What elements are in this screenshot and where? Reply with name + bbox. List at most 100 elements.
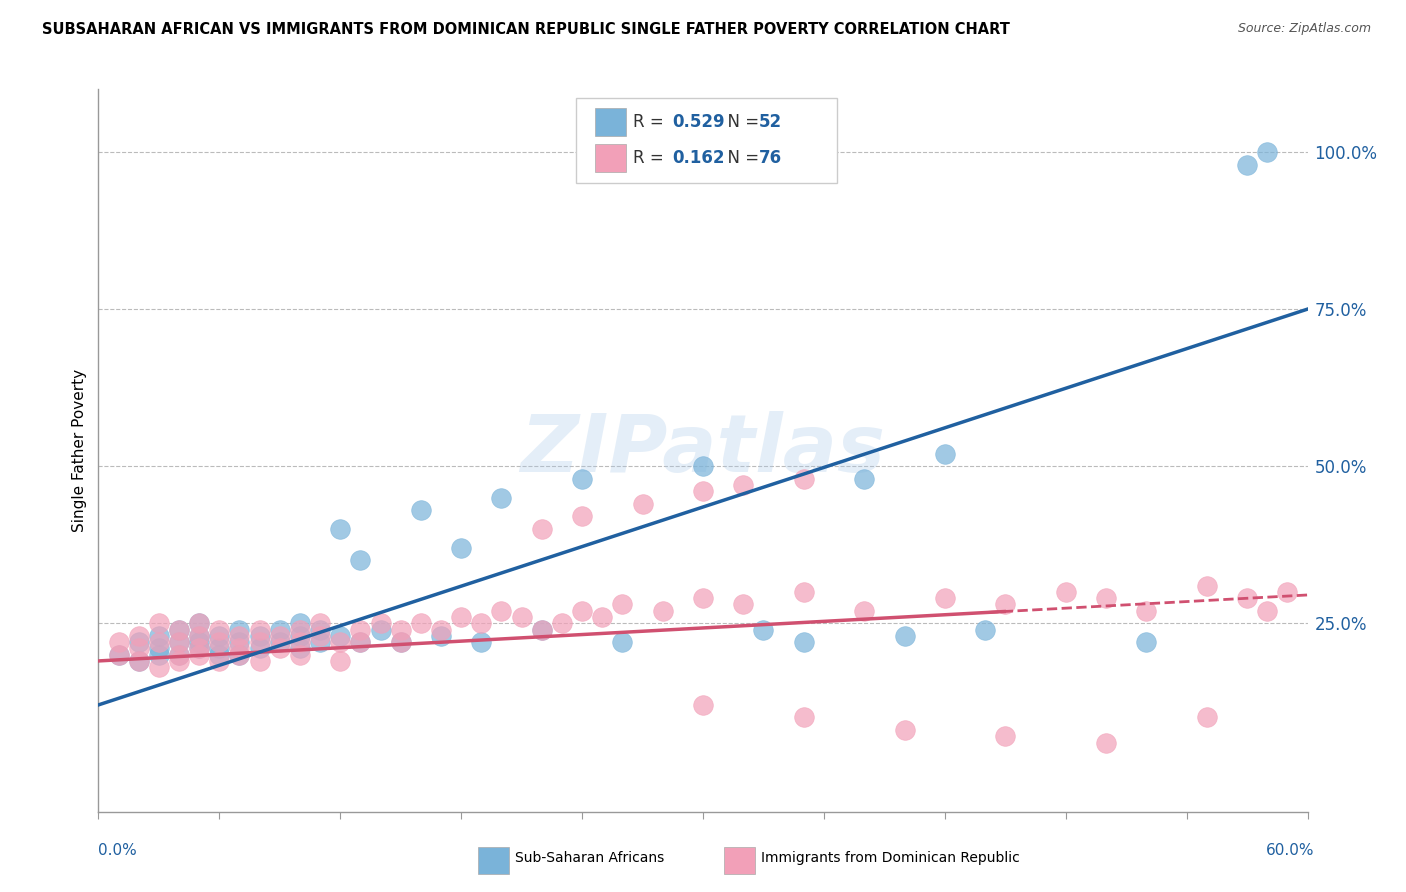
Point [107,648,129,662]
Text: Sub-Saharan Africans: Sub-Saharan Africans [515,851,664,865]
Point [651,604,673,618]
Point [491,604,513,618]
Point [208,641,231,656]
Point [893,723,915,737]
Point [309,635,332,649]
Point [148,660,170,674]
Point [934,591,956,606]
Point [249,623,271,637]
Point [167,623,190,637]
Point [591,610,613,624]
Point [188,635,211,649]
Point [1236,158,1258,172]
Point [430,629,453,643]
Point [288,635,311,649]
Point [530,522,553,536]
Point [994,729,1017,743]
Text: R =: R = [633,149,669,167]
Point [107,648,129,662]
Point [329,629,352,643]
Point [107,635,129,649]
Point [370,616,392,631]
Point [208,654,231,668]
Point [188,629,211,643]
Point [148,648,170,662]
Point [974,623,997,637]
Point [329,654,352,668]
Point [288,629,311,643]
Text: 60.0%: 60.0% [1267,843,1315,858]
Point [692,698,714,712]
Point [349,635,371,649]
Point [208,629,231,643]
Point [612,635,634,649]
Point [793,635,815,649]
Point [148,629,170,643]
Point [430,623,453,637]
Point [530,623,553,637]
Point [349,635,371,649]
Point [510,610,533,624]
Text: R =: R = [633,113,669,131]
Point [1277,584,1299,599]
Point [470,616,492,631]
Point [571,509,593,524]
Point [1095,736,1118,750]
Point [389,623,412,637]
Point [994,598,1017,612]
Point [228,641,250,656]
Point [167,635,190,649]
Point [148,635,170,649]
Point [188,641,211,656]
Point [793,472,815,486]
Point [269,623,291,637]
Point [752,623,775,637]
Point [1256,604,1278,618]
Text: Immigrants from Dominican Republic: Immigrants from Dominican Republic [761,851,1019,865]
Point [228,635,250,649]
Point [1236,591,1258,606]
Point [249,654,271,668]
Point [631,497,654,511]
Point [208,635,231,649]
Point [228,648,250,662]
Point [188,616,211,631]
Point [450,610,472,624]
Point [249,629,271,643]
Point [853,604,876,618]
Point [228,648,250,662]
Point [612,598,634,612]
Point [1256,145,1278,159]
Point [288,648,311,662]
Point [269,635,291,649]
Text: Source: ZipAtlas.com: Source: ZipAtlas.com [1237,22,1371,36]
Point [329,522,352,536]
Point [148,616,170,631]
Point [269,641,291,656]
Point [349,553,371,567]
Point [450,541,472,555]
Point [167,648,190,662]
Point [692,459,714,474]
Text: 76: 76 [759,149,782,167]
Point [228,629,250,643]
Point [167,648,190,662]
Point [853,472,876,486]
Point [269,629,291,643]
Point [128,629,150,643]
Point [1135,635,1157,649]
Point [370,623,392,637]
Point [167,654,190,668]
Point [288,623,311,637]
Point [288,641,311,656]
Point [349,623,371,637]
Point [389,635,412,649]
Point [288,616,311,631]
Point [1195,578,1218,592]
Point [571,604,593,618]
Point [309,629,332,643]
Point [692,591,714,606]
Point [893,629,915,643]
Point [470,635,492,649]
Point [733,598,755,612]
